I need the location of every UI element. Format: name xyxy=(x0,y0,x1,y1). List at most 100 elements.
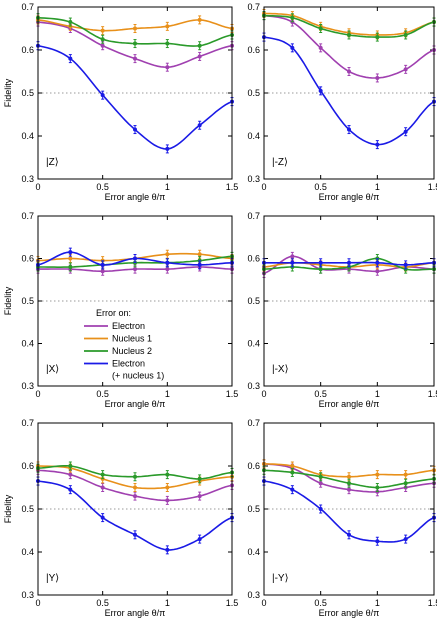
panel-4: 0.3 0.4 0.5 0.6 0.7 0 0.5 1 1.5 Error angle θ/π |-… xyxy=(247,211,437,409)
plot-frame xyxy=(37,422,233,596)
y-tick-label: 0.4 xyxy=(247,339,260,349)
y-tick-label: 0.4 xyxy=(21,131,34,141)
data-point xyxy=(403,32,408,37)
y-tick-label: 0.5 xyxy=(247,88,260,98)
data-point xyxy=(197,476,202,481)
state-label: |-Y⟩ xyxy=(272,573,289,584)
x-tick-label: 0 xyxy=(35,598,40,608)
legend-label: Electron xyxy=(112,359,145,369)
state-label: |X⟩ xyxy=(46,364,59,375)
y-tick-label: 0.3 xyxy=(247,590,260,600)
panel-2: 0.3 0.4 0.5 0.6 0.7 0 0.5 1 1.5 Error angle θ/π |-… xyxy=(247,2,437,202)
data-point xyxy=(133,256,137,261)
data-point xyxy=(347,32,351,37)
data-point xyxy=(197,537,202,542)
y-tick-label: 0.5 xyxy=(21,296,34,306)
x-tick-label: 0 xyxy=(35,389,40,399)
series-3 xyxy=(262,11,436,42)
x-tick-label: 0.5 xyxy=(96,182,109,192)
data-point xyxy=(165,24,170,29)
data-point xyxy=(318,481,323,486)
data-point xyxy=(318,260,323,265)
y-axis-label: Fidelity xyxy=(3,78,13,107)
data-point xyxy=(290,260,295,265)
y-tick-label: 0.3 xyxy=(247,381,260,391)
data-point xyxy=(68,20,73,25)
plot-frame xyxy=(37,6,233,180)
data-point xyxy=(68,56,73,61)
x-tick-label: 1 xyxy=(375,598,380,608)
legend-label: Electron xyxy=(112,321,145,331)
data-point xyxy=(290,470,295,475)
data-point xyxy=(347,260,351,265)
data-point xyxy=(290,464,295,468)
y-axis-label: Fidelity xyxy=(3,286,13,315)
legend: Error on: Electron Nucleus 1 Nucleus 2 Elect… xyxy=(84,308,164,381)
panel-6: 0.3 0.4 0.5 0.6 0.7 0 0.5 1 1.5 Error angle θ/π |-… xyxy=(247,418,437,618)
data-point xyxy=(100,262,105,267)
y-tick-label: 0.6 xyxy=(21,461,34,471)
data-point xyxy=(100,37,105,42)
state-label: |-Z⟩ xyxy=(272,157,288,168)
state-label: |Y⟩ xyxy=(46,573,59,584)
plot-frame xyxy=(263,6,435,180)
x-axis-label: Error angle θ/π xyxy=(105,192,166,202)
data-point xyxy=(403,537,408,542)
data-point xyxy=(290,15,295,20)
y-tick-label: 0.5 xyxy=(21,88,34,98)
series-4 xyxy=(262,258,436,270)
y-tick-label: 0.4 xyxy=(21,339,34,349)
data-point xyxy=(375,269,380,274)
x-tick-label: 1.5 xyxy=(428,182,437,192)
panel-3: 0.3 0.4 0.5 0.6 0.7 0 0.5 1 1.5 Error angle θ/π Fi… xyxy=(3,211,238,409)
x-axis-label: Error angle θ/π xyxy=(319,399,380,409)
data-point xyxy=(68,265,73,269)
data-point xyxy=(403,67,408,72)
data-point xyxy=(133,485,137,490)
x-tick-label: 1 xyxy=(165,598,170,608)
x-tick-label: 1.5 xyxy=(428,389,437,399)
data-point xyxy=(375,260,380,265)
data-point xyxy=(375,142,380,147)
data-point xyxy=(68,472,73,477)
data-point xyxy=(347,481,351,486)
y-tick-label: 0.6 xyxy=(247,45,260,55)
panel-5: 0.3 0.4 0.5 0.6 0.7 0 0.5 1 1.5 Error angle θ/π Fi… xyxy=(3,418,238,618)
data-point xyxy=(165,146,170,151)
data-point xyxy=(68,256,73,261)
series-1 xyxy=(262,11,436,83)
y-tick-label: 0.3 xyxy=(247,174,260,184)
data-point xyxy=(197,54,202,59)
data-point xyxy=(347,487,351,492)
data-point xyxy=(318,26,323,31)
data-point xyxy=(165,252,170,257)
data-point xyxy=(403,481,408,486)
data-point xyxy=(318,474,323,479)
state-label: |Z⟩ xyxy=(46,157,59,168)
data-point xyxy=(375,539,380,544)
y-tick-label: 0.4 xyxy=(21,547,34,557)
data-point xyxy=(165,498,170,503)
data-point xyxy=(133,494,137,499)
x-axis-label: Error angle θ/π xyxy=(105,399,166,409)
data-point xyxy=(347,127,351,132)
x-tick-label: 1.5 xyxy=(226,182,239,192)
y-tick-label: 0.5 xyxy=(247,296,260,306)
data-point xyxy=(290,487,295,492)
y-tick-label: 0.6 xyxy=(247,461,260,471)
data-point xyxy=(165,547,170,552)
x-tick-label: 1 xyxy=(375,182,380,192)
series-4 xyxy=(262,32,436,150)
series-4 xyxy=(36,247,234,270)
x-tick-label: 1 xyxy=(375,389,380,399)
legend-sublabel: (+ nucleus 1) xyxy=(112,371,164,381)
data-point xyxy=(68,250,73,255)
x-tick-label: 0.5 xyxy=(314,598,327,608)
data-point xyxy=(318,267,323,272)
y-tick-label: 0.7 xyxy=(247,2,260,12)
data-point xyxy=(375,75,380,80)
data-point xyxy=(133,267,137,272)
legend-label: Nucleus 2 xyxy=(112,346,152,356)
plot-frame xyxy=(37,215,233,387)
